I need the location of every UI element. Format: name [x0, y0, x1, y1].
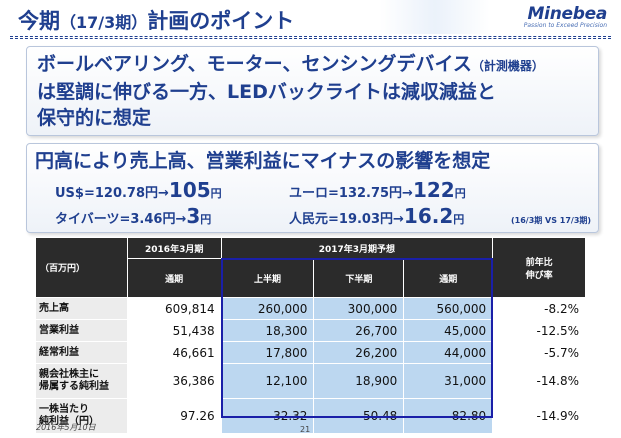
header-fy2017-forecast: 2017年3月期予想 — [220, 237, 494, 259]
header-fy2016-full: 通期 — [126, 258, 222, 298]
cell-fy2017: 44,000 — [403, 341, 494, 364]
footer-date: 2016年5月10日 — [36, 423, 96, 432]
cell-fy2016: 36,386 — [126, 363, 222, 399]
table-row: 営業利益 51,438 18,300 26,700 45,000 -12.5% — [35, 319, 586, 342]
cell-yoy: -14.8% — [492, 363, 586, 399]
cell-fy2016: 46,661 — [126, 341, 222, 364]
cell-h2: 18,900 — [313, 363, 405, 399]
point-line-3: 保守的に想定 — [37, 107, 152, 129]
cell-h2: 26,700 — [313, 319, 405, 342]
point-line-2: は堅調に伸びる一方、LEDバックライトは減収減益と — [37, 81, 496, 103]
row-label: 売上高 — [35, 297, 128, 320]
unit-header: （百万円） — [35, 237, 128, 298]
table-row: 一株当たり 純利益（円） 97.26 32.32 50.48 82.80 -14.… — [35, 398, 586, 434]
cell-h1: 260,000 — [220, 297, 315, 320]
point-line-1: ボールベアリング、モーター、センシングデバイス（計測機器） — [37, 53, 544, 75]
table-row: 経常利益 46,661 17,800 26,200 44,000 -5.7% — [35, 341, 586, 364]
company-logo: Minebea Passion to Exceed Precision — [523, 4, 608, 29]
fx-eur: ユーロ=132.75円→122円 — [289, 178, 466, 202]
cell-yoy: -14.9% — [492, 398, 586, 434]
table-row: 親会社株主に 帰属する純利益 36,386 12,100 18,900 31,00… — [35, 363, 586, 399]
cell-yoy: -5.7% — [492, 341, 586, 364]
slide-header: 今期（17/3期）計画のポイント Minebea Passion to Exce… — [0, 0, 621, 34]
cell-fy2016: 97.26 — [126, 398, 222, 434]
header-decoration — [0, 0, 621, 34]
fx-thb: タイバーツ=3.46円→3円 — [55, 204, 212, 228]
cell-fy2016: 609,814 — [126, 297, 222, 320]
key-points-box: ボールベアリング、モーター、センシングデバイス（計測機器） は堅調に伸びる一方、… — [26, 46, 599, 136]
fx-cny: 人民元=19.03円→16.2円 — [289, 204, 465, 228]
header-fy2017-full: 通期 — [403, 258, 494, 298]
slide-title: 今期（17/3期）計画のポイント — [18, 9, 295, 33]
fx-heading: 円高により売上高、営業利益にマイナスの影響を想定 — [35, 150, 491, 172]
row-label: 経常利益 — [35, 341, 128, 364]
cell-h1: 17,800 — [220, 341, 315, 364]
table-row: 売上高 609,814 260,000 300,000 560,000 -8.2… — [35, 297, 586, 320]
page-number: 21 — [300, 425, 311, 434]
cell-h2: 300,000 — [313, 297, 405, 320]
cell-fy2017: 31,000 — [403, 363, 494, 399]
row-label: 営業利益 — [35, 319, 128, 342]
cell-h1: 18,300 — [220, 319, 315, 342]
row-label: 親会社株主に 帰属する純利益 — [35, 363, 128, 399]
cell-fy2017: 45,000 — [403, 319, 494, 342]
cell-yoy: -12.5% — [492, 319, 586, 342]
cell-fy2017: 560,000 — [403, 297, 494, 320]
fx-impact-box: 円高により売上高、営業利益にマイナスの影響を想定 US$=120.78円→105… — [26, 143, 599, 233]
cell-h2: 50.48 — [313, 398, 405, 434]
cell-fy2016: 51,438 — [126, 319, 222, 342]
header-divider — [10, 36, 611, 39]
cell-fy2017: 82.80 — [403, 398, 494, 434]
logo-brand: Minebea — [527, 4, 608, 24]
cell-h1: 12,100 — [220, 363, 315, 399]
forecast-table: （百万円） 2016年3月期 2017年3月期予想 前年比 伸び率 通期 上半期 … — [35, 237, 586, 434]
cell-yoy: -8.2% — [492, 297, 586, 320]
header-h1: 上半期 — [220, 258, 315, 298]
header-h2: 下半期 — [313, 258, 405, 298]
cell-h2: 26,200 — [313, 341, 405, 364]
row-label: 一株当たり 純利益（円） — [35, 398, 128, 434]
header-fy2016: 2016年3月期 — [126, 237, 222, 259]
fx-usd: US$=120.78円→105円 — [55, 178, 222, 202]
logo-tagline: Passion to Exceed Precision — [523, 22, 607, 29]
header-yoy: 前年比 伸び率 — [492, 237, 586, 298]
fx-comparison-note: (16/3期 VS 17/3期) — [511, 216, 592, 225]
